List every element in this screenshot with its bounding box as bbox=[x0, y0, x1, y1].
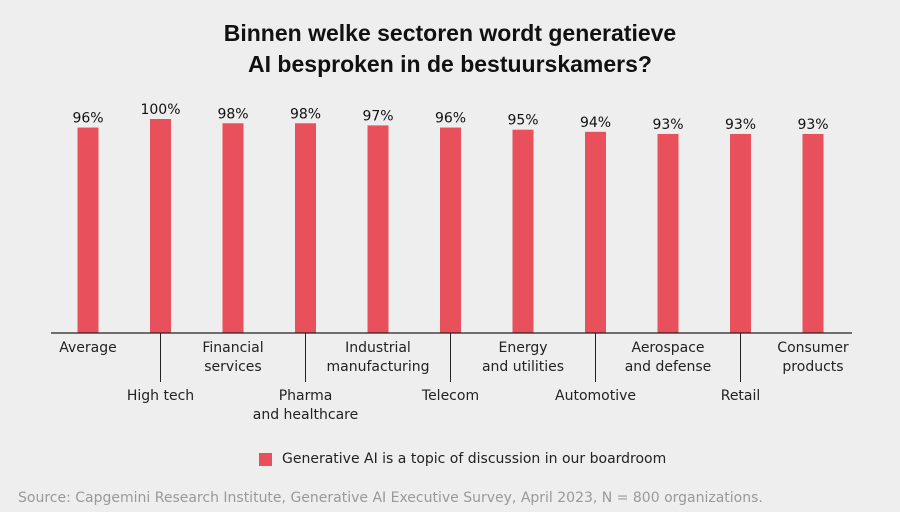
category-label: and healthcare bbox=[253, 407, 358, 423]
data-label: 98% bbox=[290, 106, 321, 122]
bar bbox=[222, 123, 244, 333]
chart-title: Binnen welke sectoren wordt generatieve … bbox=[0, 18, 900, 80]
category-label: Consumer bbox=[777, 340, 849, 356]
data-label: 97% bbox=[362, 108, 393, 124]
bar bbox=[367, 125, 389, 333]
bar bbox=[730, 133, 751, 333]
data-label: 93% bbox=[797, 117, 828, 133]
category-label: Automotive bbox=[555, 388, 636, 404]
legend: Generative AI is a topic of discussion i… bbox=[259, 451, 666, 467]
category-label: Industrial bbox=[345, 340, 411, 356]
category-label: Aerospace bbox=[631, 340, 704, 356]
bar bbox=[585, 131, 606, 333]
data-label: 93% bbox=[725, 117, 756, 133]
bar bbox=[77, 127, 99, 333]
data-label: 96% bbox=[72, 111, 103, 127]
data-label: 100% bbox=[140, 102, 180, 118]
legend-label: Generative AI is a topic of discussion i… bbox=[282, 451, 667, 467]
data-label: 95% bbox=[507, 113, 538, 129]
category-label: and utilities bbox=[482, 359, 564, 375]
bar bbox=[440, 127, 461, 333]
category-label: manufacturing bbox=[327, 359, 430, 375]
category-label: Telecom bbox=[421, 388, 479, 404]
data-label: 93% bbox=[652, 117, 683, 133]
bar bbox=[657, 133, 679, 333]
category-label: and defense bbox=[625, 359, 712, 375]
title-line-1: Binnen welke sectoren wordt generatieve bbox=[223, 20, 677, 46]
legend-swatch bbox=[259, 452, 272, 466]
category-label: Energy bbox=[498, 340, 547, 356]
data-label: 96% bbox=[435, 111, 466, 127]
category-label: Financial bbox=[202, 340, 263, 356]
category-label: products bbox=[782, 359, 843, 375]
category-label: Average bbox=[59, 340, 117, 356]
category-label: High tech bbox=[127, 388, 194, 404]
category-label: Retail bbox=[721, 388, 761, 404]
title-line-2: AI besproken in de bestuurskamers? bbox=[248, 51, 652, 77]
bar bbox=[802, 133, 824, 333]
bar bbox=[512, 129, 534, 333]
data-label: 98% bbox=[217, 106, 248, 122]
bar bbox=[295, 123, 316, 333]
source-note: Source: Capgemini Research Institute, Ge… bbox=[18, 490, 763, 506]
data-label: 94% bbox=[580, 115, 611, 131]
category-label: Pharma bbox=[279, 388, 333, 404]
category-label: services bbox=[204, 359, 261, 375]
bar bbox=[150, 119, 171, 333]
